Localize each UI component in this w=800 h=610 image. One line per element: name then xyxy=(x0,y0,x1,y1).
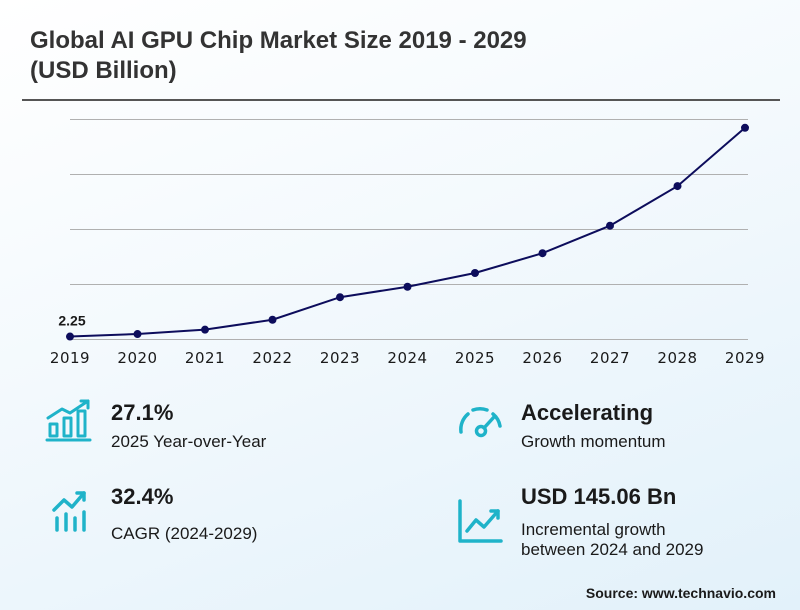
x-tick-label-2021: 2021 xyxy=(185,349,225,367)
grid-lines xyxy=(70,119,748,340)
stat-yoy-desc: 2025 Year-over-Year xyxy=(111,432,267,451)
data-point-2029 xyxy=(741,123,749,132)
title-divider xyxy=(22,99,780,101)
data-point-2021 xyxy=(201,325,209,334)
trend-bars-icon xyxy=(52,491,86,532)
x-tick-label-2029: 2029 xyxy=(725,349,765,367)
data-point-2022 xyxy=(268,315,277,324)
stat-incremental-value: USD 145.06 Bn xyxy=(521,484,677,509)
x-tick-label-2020: 2020 xyxy=(117,349,157,367)
data-point-2024 xyxy=(403,282,412,291)
source-credit: Source: www.technavio.com xyxy=(585,585,776,601)
stat-yoy: 27.1% 2025 Year-over-Year xyxy=(111,400,266,452)
stat-momentum-value: Accelerating xyxy=(521,400,654,425)
data-point-2026 xyxy=(538,249,547,258)
data-label: 2.25 xyxy=(58,313,85,329)
data-point-2028 xyxy=(673,182,682,191)
x-tick-label-2019: 2019 xyxy=(50,349,90,367)
stat-cagr-desc: CAGR (2024-2029) xyxy=(111,524,258,543)
stat-yoy-value: 27.1% xyxy=(111,400,174,425)
data-point-2019 xyxy=(66,332,74,341)
stat-momentum: Accelerating Growth momentum xyxy=(521,400,666,452)
x-tick-label-2023: 2023 xyxy=(320,349,360,367)
stat-cagr: 32.4% CAGR (2024-2029) xyxy=(111,484,257,544)
data-point-2027 xyxy=(606,221,614,230)
data-labels: 2.25 xyxy=(58,313,85,329)
series-line xyxy=(69,127,746,338)
data-point-2023 xyxy=(336,293,344,302)
x-tick-label-2022: 2022 xyxy=(252,349,292,367)
data-point-2020 xyxy=(133,330,142,339)
stat-cagr-value: 32.4% xyxy=(111,484,174,509)
x-tick-label-2026: 2026 xyxy=(522,349,562,367)
data-point-2025 xyxy=(471,269,479,277)
title-line-2: (USD Billion) xyxy=(30,57,177,84)
x-tick-label-2028: 2028 xyxy=(657,349,697,367)
line-chart-icon xyxy=(458,499,503,543)
x-tick-label-2027: 2027 xyxy=(590,349,630,367)
speedometer-icon xyxy=(459,406,502,438)
bar-chart-growth-icon xyxy=(45,399,92,442)
x-tick-labels: 2019 2020 2021 2022 2023 2024 2025 2026 2027 2028… xyxy=(50,349,765,367)
x-tick-label-2024: 2024 xyxy=(387,349,427,367)
x-tick-label-2025: 2025 xyxy=(455,349,495,367)
line-chart: 2019 2020 2021 2022 2023 2024 2025 2026 2027 2028… xyxy=(50,119,765,367)
stat-incremental: USD 145.06 Bn Incremental growth between… xyxy=(521,484,703,560)
chart-title: Global AI GPU Chip Market Size 2019 - 20… xyxy=(30,26,750,86)
stat-incremental-desc: Incremental growth between 2024 and 2029 xyxy=(521,520,704,559)
stat-momentum-desc: Growth momentum xyxy=(521,432,666,451)
title-line-1: Global AI GPU Chip Market Size 2019 - 20… xyxy=(30,27,527,54)
data-points xyxy=(66,123,749,341)
